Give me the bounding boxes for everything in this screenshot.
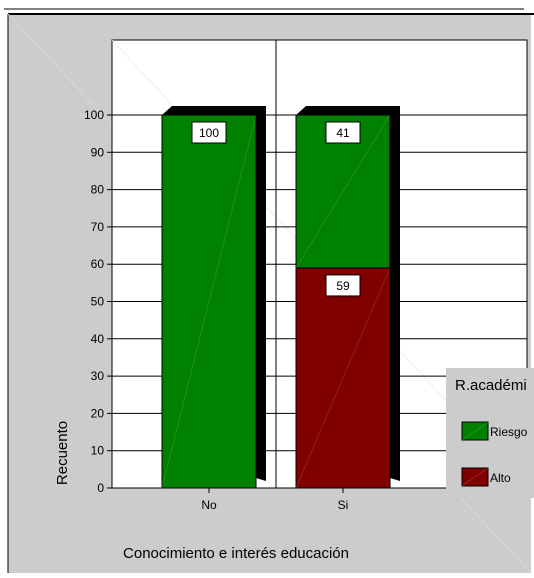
legend-title: R.académi [455, 377, 527, 394]
legend-label-alto: Alto [490, 471, 511, 485]
x-tick-label: Si [338, 498, 349, 512]
legend-label-riesgo: Riesgo [490, 425, 528, 439]
legend-swatch-sheen [461, 467, 489, 487]
y-tick-label: 40 [91, 332, 105, 346]
x-axis-title: Conocimiento e interés educación [123, 545, 349, 562]
y-tick-label: 100 [84, 108, 104, 122]
data-label-box [325, 274, 361, 297]
legend-swatch-sheen [461, 421, 489, 441]
data-label-box [191, 121, 227, 144]
y-tick-label: 70 [91, 220, 105, 234]
y-tick-label: 20 [91, 406, 105, 420]
data-label: 59 [336, 279, 350, 293]
data-label-box [325, 121, 361, 144]
bar-sheen [295, 267, 391, 489]
legend-swatch-alto [461, 467, 489, 487]
legend-background [446, 368, 534, 498]
y-tick-label: 10 [91, 444, 105, 458]
data-label: 41 [336, 126, 350, 140]
data-label: 100 [199, 126, 219, 140]
y-tick-label: 80 [91, 183, 105, 197]
bar-no-riesgo [161, 114, 257, 489]
y-tick-label: 50 [91, 295, 105, 309]
y-axis-title: Recuento [54, 421, 71, 485]
bar-sheen [161, 114, 257, 489]
bar-sheen [295, 114, 391, 269]
y-tick-label: 0 [97, 481, 104, 495]
y-tick-label: 60 [91, 257, 105, 271]
x-tick-label: No [201, 498, 217, 512]
y-tick-label: 30 [91, 369, 105, 383]
y-tick-label: 90 [91, 145, 105, 159]
legend-swatch-riesgo [461, 421, 489, 441]
